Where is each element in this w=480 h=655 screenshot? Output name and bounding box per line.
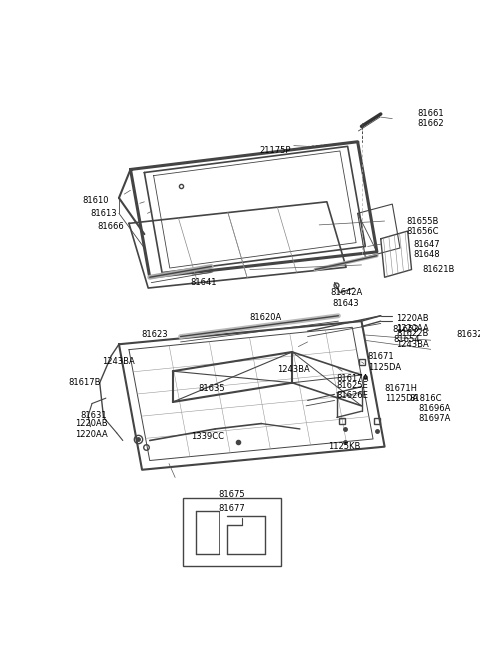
Text: 81617B: 81617B xyxy=(69,378,101,387)
Bar xyxy=(183,498,281,566)
Text: 81653
81654: 81653 81654 xyxy=(393,324,420,344)
Text: 81632: 81632 xyxy=(456,329,480,339)
Text: 81625E
81626E: 81625E 81626E xyxy=(336,381,368,400)
Text: 1243BA: 1243BA xyxy=(277,365,310,374)
Text: 21175P: 21175P xyxy=(260,145,291,155)
Text: 1125DA: 1125DA xyxy=(384,394,418,403)
Text: 1220AB
1220AA: 1220AB 1220AA xyxy=(396,314,429,333)
Text: 81696A
81697A: 81696A 81697A xyxy=(419,404,451,423)
Text: 81621B: 81621B xyxy=(422,265,455,274)
Text: 81642A
81643: 81642A 81643 xyxy=(330,288,362,308)
Text: 81613: 81613 xyxy=(90,209,117,218)
Text: 81647
81648: 81647 81648 xyxy=(414,240,441,259)
Text: 81675: 81675 xyxy=(219,490,245,499)
Text: 1243BA: 1243BA xyxy=(102,358,134,366)
Text: 1125KB: 1125KB xyxy=(328,442,361,451)
Text: 81671
1125DA: 81671 1125DA xyxy=(368,352,401,371)
Text: 81622B
1243BA: 81622B 1243BA xyxy=(396,329,429,348)
Text: 81671H: 81671H xyxy=(384,384,418,392)
Text: 81620A: 81620A xyxy=(249,313,281,322)
Text: 81623: 81623 xyxy=(142,329,168,339)
Text: 81631: 81631 xyxy=(81,411,108,421)
Text: 81641: 81641 xyxy=(191,278,217,287)
Text: 81677: 81677 xyxy=(219,504,245,513)
Text: 1220AB
1220AA: 1220AB 1220AA xyxy=(75,419,108,439)
Text: 81661
81662: 81661 81662 xyxy=(418,109,444,128)
Text: 81655B
81656C: 81655B 81656C xyxy=(406,217,439,236)
Text: 1339CC: 1339CC xyxy=(191,432,224,441)
Text: 81610: 81610 xyxy=(83,196,109,205)
Text: 81617A: 81617A xyxy=(336,375,369,383)
Text: 81635: 81635 xyxy=(198,384,225,392)
Text: 81816C: 81816C xyxy=(410,394,443,403)
Text: 81666: 81666 xyxy=(97,222,124,231)
